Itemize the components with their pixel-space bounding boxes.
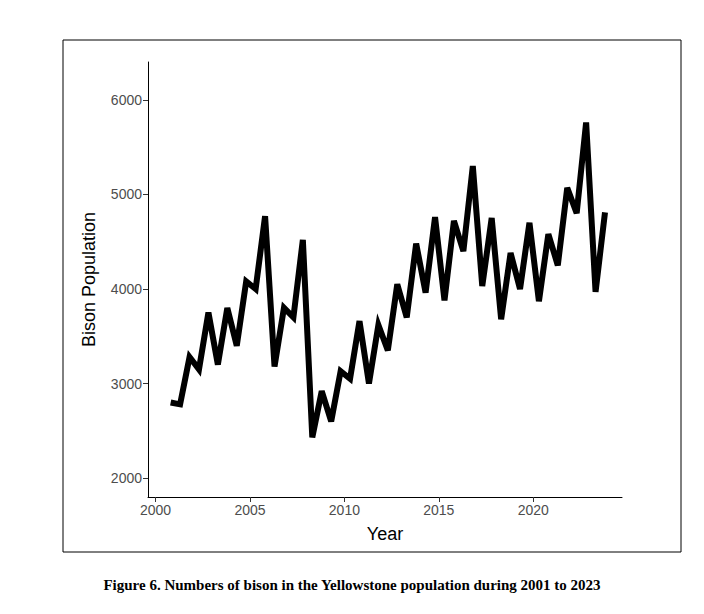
svg-text:2000: 2000 xyxy=(111,470,142,486)
svg-text:2015: 2015 xyxy=(423,502,454,518)
svg-text:2010: 2010 xyxy=(329,502,360,518)
svg-text:4000: 4000 xyxy=(111,281,142,297)
svg-text:6000: 6000 xyxy=(111,92,142,108)
svg-text:Year: Year xyxy=(367,524,403,544)
svg-text:5000: 5000 xyxy=(111,186,142,202)
svg-text:2005: 2005 xyxy=(234,502,265,518)
svg-text:2020: 2020 xyxy=(518,502,549,518)
svg-text:3000: 3000 xyxy=(111,376,142,392)
svg-text:Bison Population: Bison Population xyxy=(79,212,99,347)
svg-text:2000: 2000 xyxy=(140,502,171,518)
svg-text:Figure 6. Numbers of bison in: Figure 6. Numbers of bison in the Yellow… xyxy=(103,577,600,593)
